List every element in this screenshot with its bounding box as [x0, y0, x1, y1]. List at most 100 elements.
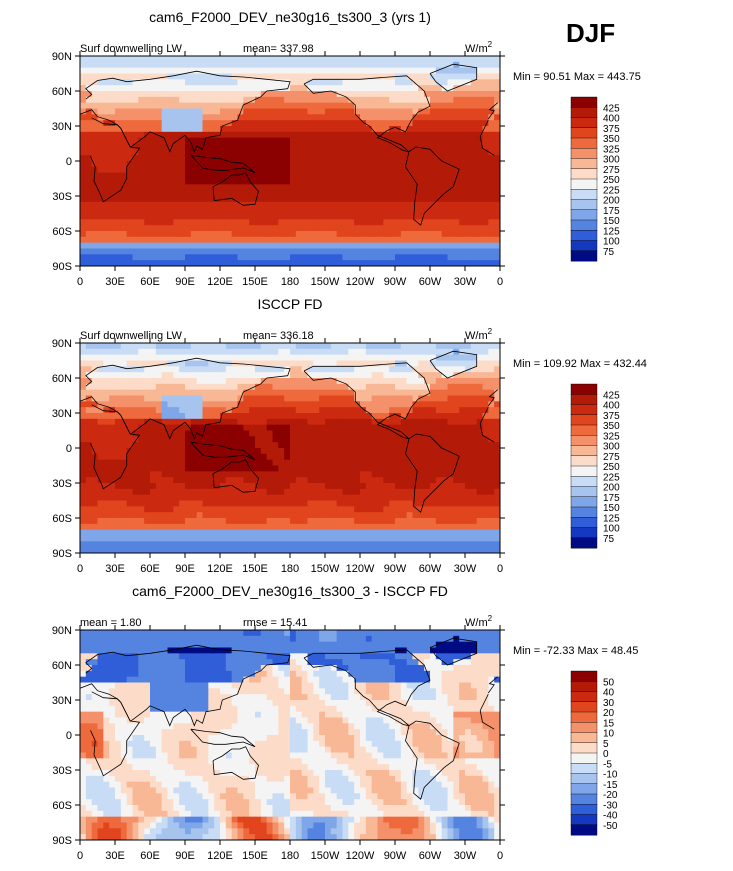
heatmap-cell	[418, 237, 424, 243]
heatmap-cell	[185, 144, 191, 150]
heatmap-cell	[366, 477, 372, 483]
heatmap-cell	[232, 237, 238, 243]
heatmap-cell	[138, 524, 144, 530]
heatmap-cell	[465, 401, 471, 407]
heatmap-cell	[413, 56, 419, 62]
heatmap-cell	[290, 161, 296, 167]
heatmap-cell	[442, 179, 448, 185]
heatmap-cell	[226, 97, 232, 103]
heatmap-cell	[191, 524, 197, 530]
heatmap-cell	[278, 506, 284, 512]
heatmap-cell	[185, 179, 191, 185]
heatmap-cell	[465, 225, 471, 231]
heatmap-cell	[138, 396, 144, 402]
heatmap-cell	[255, 431, 261, 437]
heatmap-cell	[389, 401, 395, 407]
heatmap-cell	[395, 231, 401, 237]
heatmap-cell	[313, 225, 319, 231]
heatmap-cell	[389, 225, 395, 231]
heatmap-cell	[226, 489, 232, 495]
heatmap-cell	[343, 62, 349, 68]
heatmap-cell	[430, 62, 436, 68]
heatmap-cell	[138, 506, 144, 512]
heatmap-cell	[296, 372, 302, 378]
heatmap-cell	[436, 214, 442, 220]
heatmap-cell	[191, 79, 197, 85]
heatmap-cell	[80, 85, 86, 91]
heatmap-cells	[80, 343, 500, 553]
heatmap-cell	[98, 126, 104, 132]
heatmap-cell	[418, 184, 424, 190]
heatmap-cell	[313, 431, 319, 437]
heatmap-cell	[302, 501, 308, 507]
heatmap-cell	[430, 442, 436, 448]
heatmap-cell	[86, 138, 92, 144]
heatmap-cell	[465, 260, 471, 266]
heatmap-cell	[226, 501, 232, 507]
colorbar-swatch	[571, 241, 597, 252]
heatmap-cell	[243, 401, 249, 407]
heatmap-cell	[162, 231, 168, 237]
heatmap-cell	[273, 231, 279, 237]
heatmap-cell	[354, 413, 360, 419]
heatmap-cell	[413, 249, 419, 255]
heatmap-cell	[133, 361, 139, 367]
heatmap-cell	[220, 343, 226, 349]
heatmap-cell	[477, 254, 483, 260]
heatmap-cell	[214, 419, 220, 425]
heatmap-cell	[453, 254, 459, 260]
heatmap-cell	[80, 74, 86, 80]
heatmap-cell	[424, 506, 430, 512]
heatmap-cell	[448, 477, 454, 483]
heatmap-cell	[98, 138, 104, 144]
heatmap-cell	[214, 161, 220, 167]
heatmap-cell	[226, 512, 232, 518]
heatmap-cell	[267, 460, 273, 466]
heatmap-cell	[197, 501, 203, 507]
heatmap-cell	[319, 219, 325, 225]
heatmap-cell	[249, 407, 255, 413]
heatmap-cell	[442, 149, 448, 155]
heatmap-cell	[290, 349, 296, 355]
heatmap-cell	[197, 114, 203, 120]
heatmap-cell	[331, 442, 337, 448]
heatmap-cell	[372, 173, 378, 179]
heatmap-cell	[483, 79, 489, 85]
heatmap-cell	[389, 219, 395, 225]
heatmap-cell	[389, 489, 395, 495]
heatmap-cell	[407, 103, 413, 109]
heatmap-cell	[319, 495, 325, 501]
heatmap-cell	[197, 249, 203, 255]
heatmap-cell	[243, 249, 249, 255]
heatmap-cell	[115, 384, 121, 390]
heatmap-cell	[103, 260, 109, 266]
heatmap-cell	[220, 243, 226, 249]
heatmap-cell	[150, 103, 156, 109]
heatmap-cell	[203, 361, 209, 367]
heatmap-cell	[226, 378, 232, 384]
heatmap-cell	[308, 460, 314, 466]
heatmap-cell	[308, 390, 314, 396]
heatmap-cell	[162, 489, 168, 495]
heatmap-cell	[430, 477, 436, 483]
heatmap-cell	[109, 173, 115, 179]
heatmap-cell	[255, 518, 261, 524]
heatmap-cell	[436, 448, 442, 454]
heatmap-cell	[296, 349, 302, 355]
heatmap-cell	[103, 413, 109, 419]
heatmap-cell	[273, 155, 279, 161]
heatmap-cell	[121, 384, 127, 390]
heatmap-cell	[98, 460, 104, 466]
heatmap-cell	[401, 155, 407, 161]
heatmap-cell	[325, 208, 331, 214]
heatmap-cell	[173, 91, 179, 97]
heatmap-cell	[290, 62, 296, 68]
heatmap-cell	[144, 396, 150, 402]
heatmap-cell	[185, 219, 191, 225]
heatmap-cell	[208, 518, 214, 524]
heatmap-cell	[413, 349, 419, 355]
heatmap-cell	[477, 219, 483, 225]
heatmap-cell	[366, 454, 372, 460]
heatmap-cell	[436, 167, 442, 173]
heatmap-cell	[319, 196, 325, 202]
